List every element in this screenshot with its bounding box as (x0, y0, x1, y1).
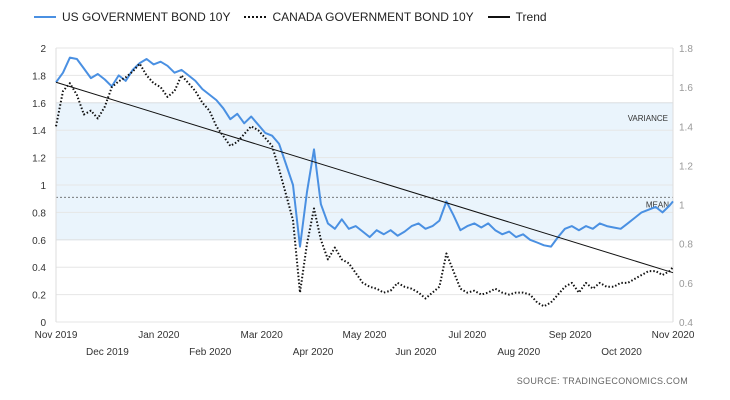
x-axis-tick-label: Nov 2020 (652, 330, 695, 341)
left-axis-tick-label: 0.8 (32, 208, 46, 219)
x-axis-tick-label: Nov 2019 (35, 330, 78, 341)
x-axis-tick-label: Feb 2020 (189, 347, 232, 358)
x-axis-tick-label: Apr 2020 (293, 347, 334, 358)
left-axis-tick-label: 0 (40, 318, 46, 329)
variance-band (56, 102, 673, 240)
left-axis-tick-label: 1 (40, 181, 46, 192)
x-axis-tick-label: Mar 2020 (241, 330, 284, 341)
legend-label-canada: CANADA GOVERNMENT BOND 10Y (272, 10, 474, 24)
x-axis-tick-label: Jan 2020 (138, 330, 180, 341)
legend-item-canada: CANADA GOVERNMENT BOND 10Y (244, 10, 474, 24)
right-axis-tick-label: 1.2 (679, 161, 693, 172)
left-axis-tick-label: 1.2 (32, 154, 46, 165)
legend-label-us: US GOVERNMENT BOND 10Y (62, 10, 231, 24)
x-axis-tick-label: Aug 2020 (497, 347, 540, 358)
right-axis-tick-label: 1.8 (679, 44, 693, 55)
right-axis-tick-label: 0.6 (679, 279, 693, 290)
us-bond-line (55, 56, 674, 248)
variance-label: VARIANCE (628, 114, 668, 123)
left-axis-tick-label: 0.2 (32, 291, 46, 302)
left-axis-tick-label: 1.8 (32, 71, 46, 82)
x-axis-tick-label: May 2020 (343, 330, 387, 341)
right-axis-tick-label: 1 (679, 201, 685, 212)
left-axis-tick-label: 2 (40, 44, 46, 55)
legend-item-us: US GOVERNMENT BOND 10Y (34, 10, 230, 24)
legend-swatch-canada (244, 16, 267, 18)
legend-swatch-trend (487, 16, 510, 18)
left-axis-tick-label: 1.6 (32, 99, 46, 110)
x-axis-tick-label: Dec 2019 (86, 347, 129, 358)
legend-label-trend: Trend (515, 10, 547, 24)
grid-layer (55, 47, 674, 323)
right-axis-tick-label: 0.8 (679, 240, 693, 251)
x-axis-tick-label: Oct 2020 (601, 347, 642, 358)
x-axis-tick-label: Jul 2020 (448, 330, 486, 341)
left-axis-tick-label: 1.4 (32, 126, 46, 137)
x-axis-tick-label: Sep 2020 (549, 330, 592, 341)
axis-layer: 0 0.2 0.4 0.6 0.8 1 1.2 1.4 1.6 1.8 2 0.4 0.6 0.8 1 1.2… (32, 44, 695, 358)
legend-swatch-us (34, 16, 56, 18)
mean-label: MEAN (646, 200, 669, 209)
source-note: SOURCE: TRADINGECONOMICS.COM (516, 376, 688, 386)
right-axis-tick-label: 1.6 (679, 83, 693, 94)
trend-line (55, 81, 674, 274)
left-axis-tick-label: 0.6 (32, 236, 46, 247)
variance-band-layer: VARIANCE MEAN (56, 102, 673, 241)
left-axis-tick-label: 0.4 (32, 263, 46, 274)
x-axis-tick-label: Jun 2020 (395, 347, 437, 358)
series-layer (55, 56, 674, 308)
legend-item-trend: Trend (487, 10, 547, 24)
right-axis-tick-label: 0.4 (679, 318, 693, 329)
legend: US GOVERNMENT BOND 10Y CANADA GOVERNMENT… (34, 10, 561, 24)
right-axis-tick-label: 1.4 (679, 122, 693, 133)
